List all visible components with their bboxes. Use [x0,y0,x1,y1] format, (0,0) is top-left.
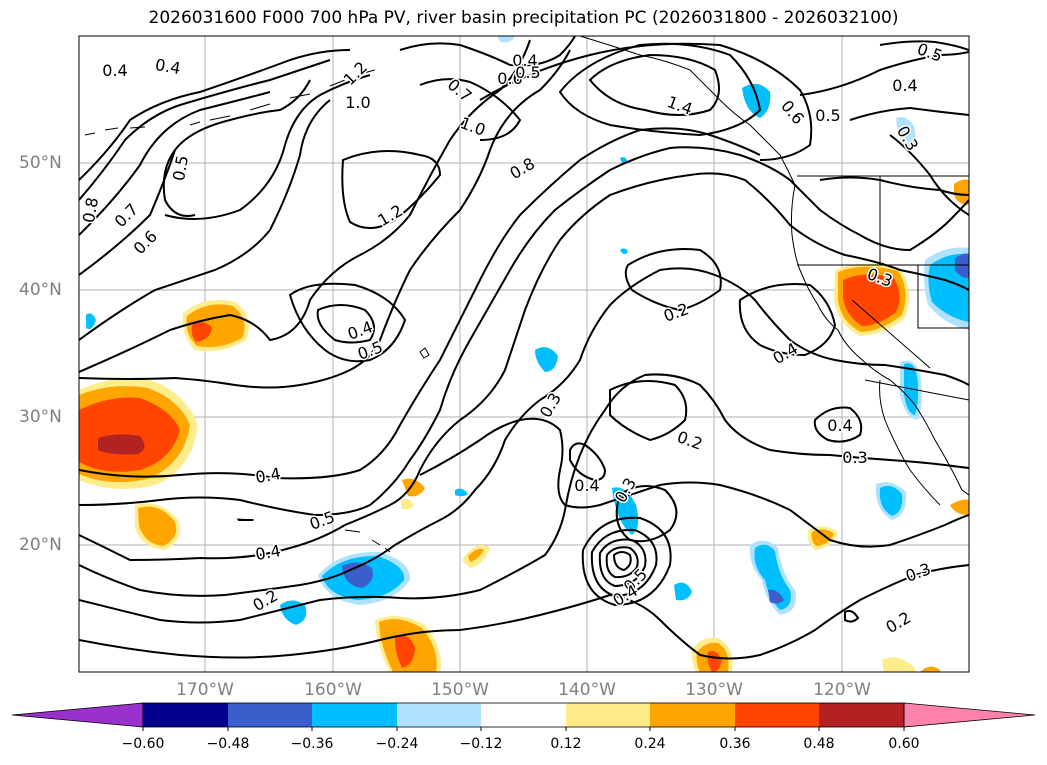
contour-label: 0.4 [892,76,917,95]
contour-label: 0.6 [497,69,522,88]
contour-label: 0.3 [842,448,867,467]
colorbar-tick-label: −0.36 [290,736,334,752]
colorbar-tick-label: −0.24 [375,736,419,752]
colorbar-extend-min [11,702,144,728]
colorbar-bin [397,703,481,727]
contour-label: 0.4 [827,416,852,435]
lon-label: 150°W [431,680,489,700]
contour-label: 0.4 [102,61,127,80]
contour-label: 1.0 [345,93,370,112]
colorbar-tick-label: −0.60 [121,736,165,752]
lat-label: 30°N [19,407,62,427]
graticule [79,36,969,672]
lon-label: 140°W [558,680,616,700]
colorbar [11,702,1036,731]
lat-label: 40°N [19,280,62,300]
colorbar-bin [143,703,228,727]
colorbar-bin [481,703,566,727]
contour-label: 0.4 [254,541,282,564]
map-title: 2026031600 F000 700 hPa PV, river basin … [148,8,899,28]
colorbar-tick-label: 0.36 [719,736,751,752]
lon-label: 120°W [813,680,871,700]
colorbar-tick-label: −0.48 [206,736,250,752]
coastlines [84,36,969,553]
colorbar-tick-label: 0.60 [888,736,920,752]
colorbar-bin [735,703,819,727]
map-area [79,36,969,672]
lat-label: 20°N [19,535,62,555]
pv-contours [79,36,969,660]
colorbar-bin [650,703,735,727]
colorbar-tick-label: 0.12 [550,736,582,752]
colorbar-bin [819,703,904,727]
colorbar-bin [566,703,650,727]
contour-label: 0.5 [515,63,540,82]
lon-label: 160°W [304,680,362,700]
colorbar-extend-max [903,702,1036,728]
colorbar-bin [312,703,397,727]
colorbar-tick-label: −0.12 [459,736,503,752]
precipitation-pc-shading [79,36,969,672]
contour-label: 0.4 [574,476,599,495]
colorbar-bin [228,703,312,727]
lon-label: 170°W [176,680,234,700]
colorbar-tick-label: 0.48 [803,736,835,752]
colorbar-tick-label: 0.24 [634,736,666,752]
lat-label: 50°N [19,153,62,173]
contour-label: 0.5 [815,106,840,125]
contour-label: 0.4 [512,51,537,70]
lon-label: 130°W [685,680,743,700]
map-frame [78,35,970,673]
